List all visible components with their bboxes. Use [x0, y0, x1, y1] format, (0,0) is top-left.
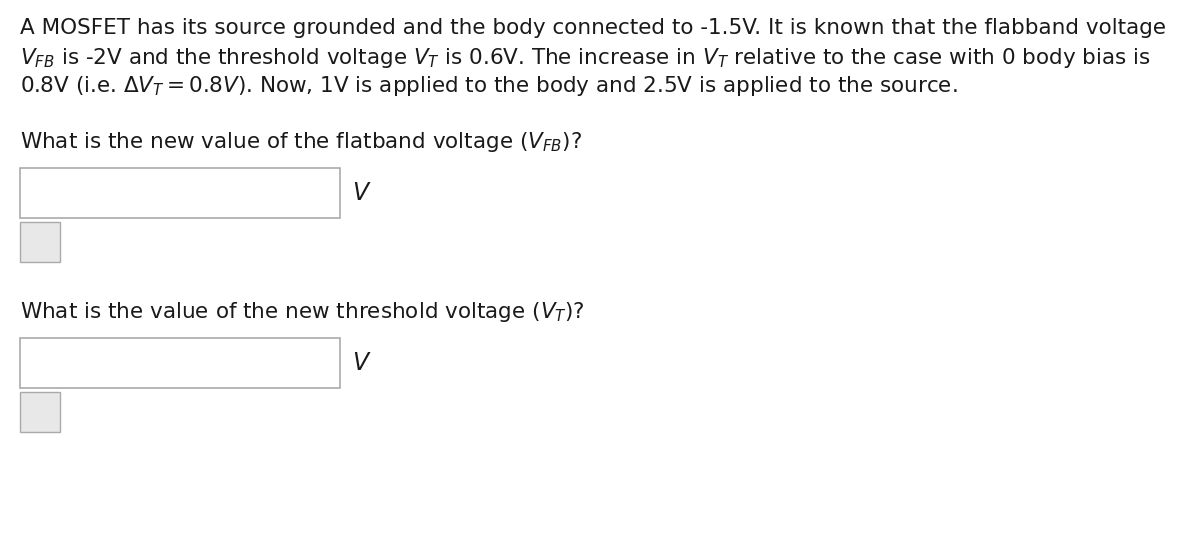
Text: V: V [352, 181, 368, 205]
Text: 0.8V (i.e. $\Delta V_T = 0.8V$). Now, 1V is applied to the body and 2.5V is appl: 0.8V (i.e. $\Delta V_T = 0.8V$). Now, 1V… [20, 74, 958, 98]
Bar [20, 222, 60, 262]
Text: V: V [352, 351, 368, 375]
Text: $V_{FB}$ is -2V and the threshold voltage $V_T$ is 0.6V. The increase in $V_T$ r: $V_{FB}$ is -2V and the threshold voltag… [20, 46, 1151, 70]
Text: What is the new value of the flatband voltage ($V_{FB}$)?: What is the new value of the flatband vo… [20, 130, 582, 154]
Text: A MOSFET has its source grounded and the body connected to -1.5V. It is known th: A MOSFET has its source grounded and the… [20, 18, 1166, 38]
Bar [20, 338, 340, 388]
Text: What is the value of the new threshold voltage ($V_T$)?: What is the value of the new threshold v… [20, 300, 584, 324]
Bar [20, 168, 340, 218]
Bar [20, 392, 60, 432]
